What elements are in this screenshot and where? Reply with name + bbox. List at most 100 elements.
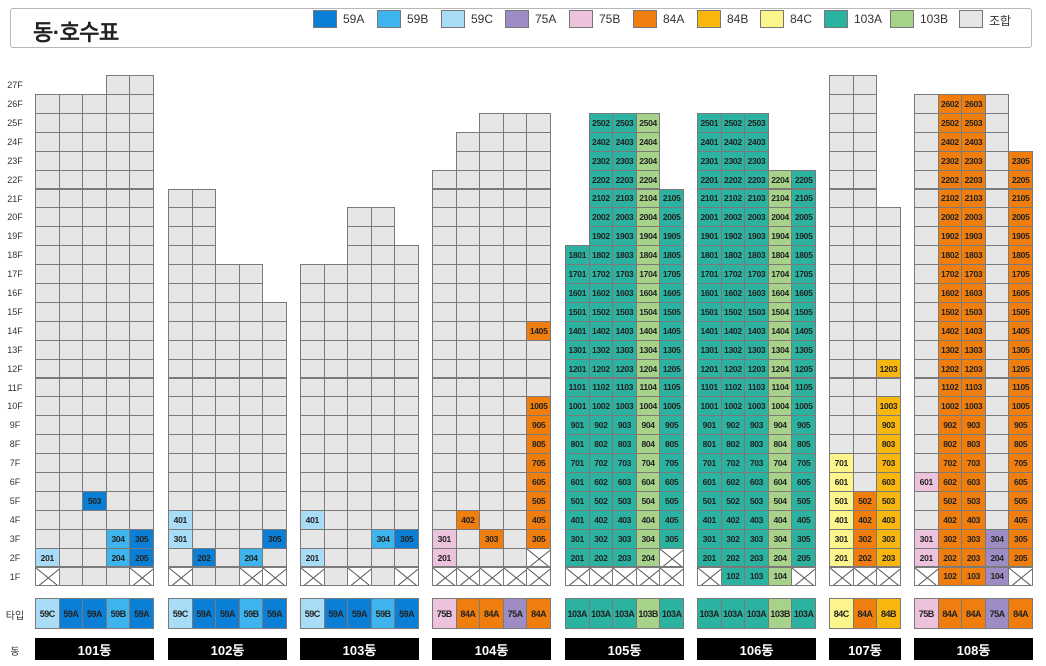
legend-swatch	[824, 10, 848, 28]
reserved-cell	[129, 396, 154, 417]
reserved-cell	[82, 301, 107, 322]
type-cell: 59B	[370, 598, 396, 629]
reserved-cell	[394, 301, 419, 322]
unit-cell: 501	[565, 490, 590, 511]
unit-cell: 302	[852, 528, 878, 549]
reserved-cell	[300, 301, 325, 322]
unit-cell: 1205	[1008, 358, 1033, 379]
reserved-cell	[432, 377, 457, 398]
reserved-cell	[58, 472, 84, 492]
unit-cell: 1001	[697, 396, 722, 417]
reserved-cell	[502, 169, 528, 190]
reserved-cell	[526, 283, 551, 303]
unit-cell: 104	[984, 566, 1010, 587]
unit-cell: 705	[659, 453, 684, 473]
unit-cell: 201	[565, 547, 590, 568]
legend-label: 84B	[727, 12, 749, 26]
unit-cell: 2301	[697, 150, 722, 171]
piloti-cell	[129, 566, 154, 587]
legend-label: 75A	[535, 12, 557, 26]
unit-cell: 2102	[937, 188, 963, 209]
unit-cell: 1801	[565, 245, 590, 266]
type-cell: 59A	[82, 598, 107, 629]
dong-label: 108동	[914, 638, 1033, 660]
reserved-cell	[58, 566, 84, 587]
unit-cell: 1904	[767, 226, 793, 247]
unit-cell: 703	[612, 453, 637, 473]
reserved-cell	[58, 396, 84, 417]
unit-cell: 502	[588, 490, 614, 511]
reserved-cell	[984, 207, 1010, 228]
reserved-cell	[347, 490, 372, 511]
unit-cell: 305	[1008, 528, 1033, 549]
reserved-cell	[82, 150, 107, 171]
type-cell: 84A	[455, 598, 481, 629]
unit-cell: 1501	[697, 301, 722, 322]
unit-cell: 1002	[937, 396, 963, 417]
unit-cell: 303	[479, 528, 504, 549]
unit-cell: 503	[961, 490, 986, 511]
unit-cell: 301	[565, 528, 590, 549]
floor-label: 10F	[7, 401, 23, 412]
reserved-cell	[394, 472, 419, 492]
reserved-cell	[455, 434, 481, 455]
reserved-cell	[370, 509, 396, 530]
unit-cell: 2403	[744, 131, 769, 152]
reserved-cell	[215, 358, 240, 379]
reserved-cell	[370, 339, 396, 360]
reserved-cell	[105, 358, 131, 379]
reserved-cell	[526, 245, 551, 266]
unit-cell: 1404	[635, 320, 661, 341]
unit-cell: 2202	[588, 169, 614, 190]
type-cell: 75A	[984, 598, 1010, 629]
reserved-cell	[129, 490, 154, 511]
reserved-cell	[238, 320, 264, 341]
legend-label: 59A	[343, 12, 365, 26]
reserved-cell	[323, 490, 349, 511]
unit-cell: 1705	[1008, 264, 1033, 284]
unit-cell: 2403	[961, 131, 986, 152]
reserved-cell	[455, 490, 481, 511]
reserved-cell	[262, 509, 287, 530]
piloti-cell	[347, 566, 372, 587]
unit-cell: 604	[767, 472, 793, 492]
unit-cell: 1502	[937, 301, 963, 322]
reserved-cell	[502, 415, 528, 436]
unit-cell: 304	[984, 528, 1010, 549]
reserved-cell	[35, 112, 60, 133]
floor-label: 21F	[7, 193, 23, 204]
unit-cell: 1802	[937, 245, 963, 266]
unit-cell: 1202	[720, 358, 746, 379]
unit-cell: 304	[635, 528, 661, 549]
reserved-cell	[984, 490, 1010, 511]
unit-cell: 903	[744, 415, 769, 436]
reserved-cell	[238, 358, 264, 379]
reserved-cell	[370, 264, 396, 284]
type-cell: 59A	[58, 598, 84, 629]
reserved-cell	[455, 528, 481, 549]
reserved-cell	[914, 490, 939, 511]
reserved-cell	[191, 434, 217, 455]
reserved-cell	[502, 358, 528, 379]
unit-cell: 1602	[720, 283, 746, 303]
legend-swatch	[633, 10, 657, 28]
reserved-cell	[191, 264, 217, 284]
reserved-cell	[82, 169, 107, 190]
reserved-cell	[323, 434, 349, 455]
unit-cell: 1602	[937, 283, 963, 303]
unit-cell: 1204	[767, 358, 793, 379]
reserved-cell	[432, 339, 457, 360]
unit-cell: 805	[1008, 434, 1033, 455]
reserved-cell	[82, 358, 107, 379]
legend-swatch	[505, 10, 529, 28]
reserved-cell	[82, 396, 107, 417]
unit-cell: 1305	[1008, 339, 1033, 360]
unit-cell: 303	[612, 528, 637, 549]
reserved-cell	[323, 358, 349, 379]
reserved-cell	[105, 169, 131, 190]
unit-cell: 1101	[697, 377, 722, 398]
reserved-cell	[215, 339, 240, 360]
unit-cell: 2504	[635, 112, 661, 133]
reserved-cell	[168, 339, 193, 360]
reserved-cell	[323, 320, 349, 341]
